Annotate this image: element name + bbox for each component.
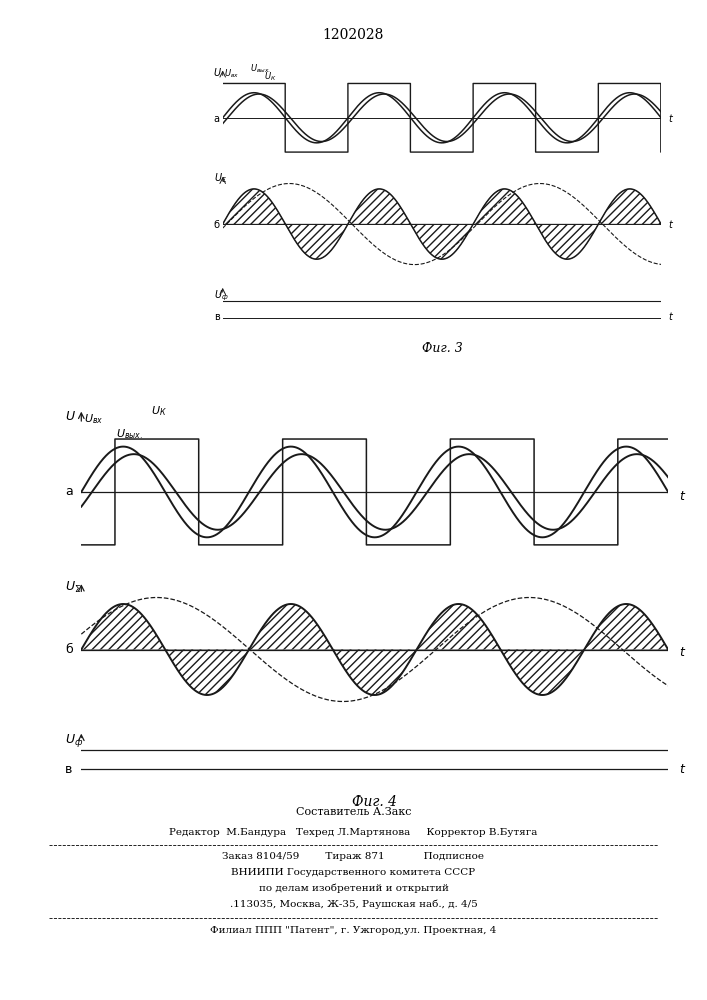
Text: в: в bbox=[65, 763, 73, 776]
Text: по делам изобретений и открытий: по делам изобретений и открытий bbox=[259, 884, 448, 893]
Text: .113035, Москва, Ж-35, Раушская наб., д. 4/5: .113035, Москва, Ж-35, Раушская наб., д.… bbox=[230, 900, 477, 909]
Text: U: U bbox=[214, 68, 221, 78]
Text: $U_К$: $U_К$ bbox=[264, 71, 276, 83]
Text: Редактор  М.Бандура   Техред Л.Мартянова     Корректор В.Бутяга: Редактор М.Бандура Техред Л.Мартянова Ко… bbox=[169, 828, 538, 837]
Text: $U_Σ$: $U_Σ$ bbox=[65, 580, 81, 595]
Text: б: б bbox=[65, 643, 73, 656]
Text: $U_{ф}$: $U_{ф}$ bbox=[65, 732, 83, 749]
Text: $U_Σ$: $U_Σ$ bbox=[214, 171, 227, 185]
Text: $U_{вых.}$: $U_{вых.}$ bbox=[116, 427, 143, 441]
Text: $U_{вых.}$: $U_{вых.}$ bbox=[250, 63, 271, 75]
Text: t: t bbox=[679, 646, 684, 659]
Text: $U_{вх}$: $U_{вх}$ bbox=[84, 412, 103, 426]
Text: б: б bbox=[214, 220, 220, 230]
Text: Составитель А.Закс: Составитель А.Закс bbox=[296, 807, 411, 817]
Text: а: а bbox=[65, 485, 73, 498]
Text: t: t bbox=[668, 312, 672, 322]
Text: Филиал ППП "Патент", г. Ужгород,ул. Проектная, 4: Филиал ППП "Патент", г. Ужгород,ул. Прое… bbox=[210, 926, 497, 935]
Text: U: U bbox=[65, 410, 74, 423]
Text: t: t bbox=[679, 763, 684, 776]
Text: $U_{вх}$: $U_{вх}$ bbox=[223, 68, 239, 80]
Text: ВНИИПИ Государственного комитета СССР: ВНИИПИ Государственного комитета СССР bbox=[231, 868, 476, 877]
Text: $U_{ф}$: $U_{ф}$ bbox=[214, 289, 228, 303]
Text: 1202028: 1202028 bbox=[323, 28, 384, 42]
Text: в: в bbox=[214, 312, 219, 322]
Text: $U_К$: $U_К$ bbox=[151, 404, 167, 418]
Text: Фиг. 4: Фиг. 4 bbox=[352, 795, 397, 809]
Text: Заказ 8104/59        Тираж 871            Подписное: Заказ 8104/59 Тираж 871 Подписное bbox=[223, 852, 484, 861]
Text: t: t bbox=[679, 490, 684, 503]
Text: Фиг. 3: Фиг. 3 bbox=[421, 342, 462, 355]
Text: t: t bbox=[668, 220, 672, 230]
Text: а: а bbox=[214, 114, 220, 124]
Text: t: t bbox=[668, 114, 672, 124]
